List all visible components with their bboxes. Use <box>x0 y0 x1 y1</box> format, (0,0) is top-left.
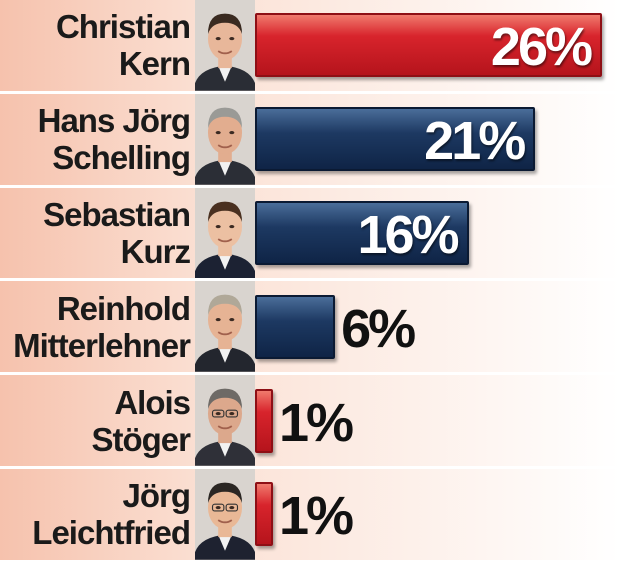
value-label: 1% <box>279 392 354 453</box>
candidate-name: Hans Jörg Schelling <box>0 102 191 177</box>
row-separator <box>0 559 620 563</box>
candidate-name-line: Sebastian <box>43 196 191 233</box>
candidate-name-line: Schelling <box>52 139 191 177</box>
bar <box>255 201 469 265</box>
value-label: 16% <box>357 205 459 265</box>
value-label: 1% <box>279 486 354 547</box>
portrait-photo <box>195 187 255 279</box>
row-separator <box>0 184 620 188</box>
portrait-photo <box>195 281 255 373</box>
portrait-photo <box>195 469 255 560</box>
row-separator <box>0 278 620 282</box>
row-separator <box>0 466 620 469</box>
value-label: 6% <box>341 298 416 359</box>
bar <box>255 107 536 172</box>
candidate-name: Sebastian Kurz <box>0 196 191 270</box>
candidate-name-line: Kurz <box>120 233 191 270</box>
bar <box>255 294 336 359</box>
candidate-name-line: Kern <box>118 45 191 83</box>
bar <box>255 482 273 547</box>
row-background <box>0 469 620 560</box>
candidate-name: Christian Kern <box>0 8 191 83</box>
row-background <box>0 375 620 466</box>
row-separator <box>0 372 620 376</box>
candidate-name-line: Leichtfried <box>32 514 191 552</box>
candidate-name-line: Stöger <box>91 420 191 458</box>
bar <box>255 388 273 453</box>
portrait-photo <box>195 375 255 466</box>
candidate-name-line: Hans Jörg <box>37 102 191 140</box>
candidate-name: Alois Stöger <box>0 383 191 458</box>
value-label: 21% <box>424 111 526 172</box>
portrait-photo <box>195 0 255 91</box>
candidate-name-line: Alois <box>114 383 191 421</box>
candidate-name: Reinhold Mitterlehner <box>0 289 191 364</box>
value-label: 26% <box>490 17 593 78</box>
candidate-name-line: Mitterlehner <box>13 326 191 364</box>
candidate-name: Jörg Leichtfried <box>0 477 191 552</box>
candidate-name-line: Reinhold <box>56 289 191 327</box>
row-separator <box>0 90 620 94</box>
candidate-name-line: Christian <box>55 8 191 46</box>
portrait-photo <box>195 93 255 185</box>
candidate-name-line: Jörg <box>122 477 191 515</box>
bar <box>255 13 602 78</box>
